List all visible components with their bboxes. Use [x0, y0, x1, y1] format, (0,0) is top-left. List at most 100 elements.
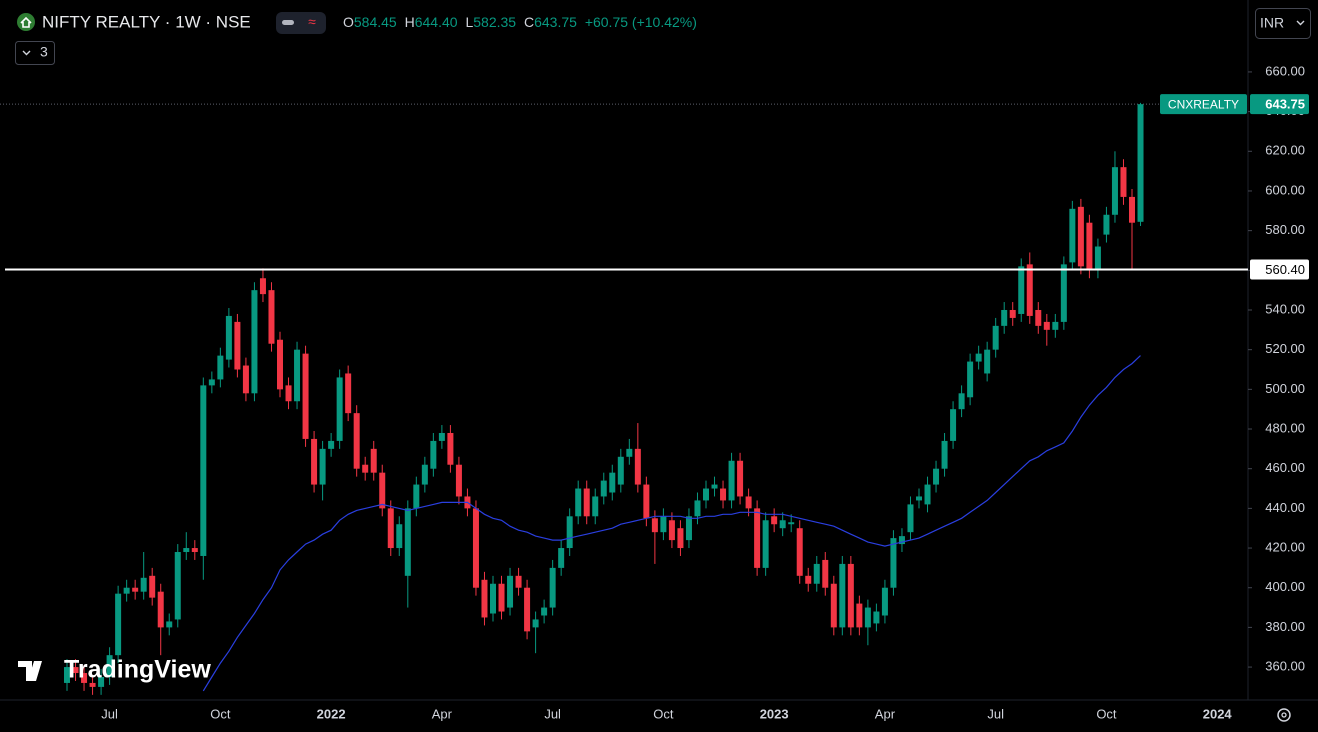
candle-body — [703, 488, 709, 501]
ohlc-value: 584.45 — [354, 14, 397, 30]
candle-body — [1120, 167, 1127, 197]
candle-body — [89, 682, 96, 687]
candle-body — [558, 548, 565, 568]
x-tick-label: 2024 — [1203, 706, 1233, 721]
currency-button[interactable] — [1255, 8, 1311, 39]
candle-body — [992, 325, 999, 350]
candle-body — [933, 468, 940, 485]
home-glyph — [20, 16, 32, 28]
y-tick-label: 440.00 — [1265, 500, 1305, 515]
candle-body — [617, 456, 624, 485]
candle-body — [762, 520, 769, 568]
y-tick-label: 380.00 — [1265, 619, 1305, 634]
candle-body — [609, 472, 616, 493]
price-tag-label: 560.40 — [1265, 262, 1305, 277]
candle-body — [268, 290, 275, 344]
candle-body — [166, 621, 173, 628]
candle-body — [455, 464, 462, 497]
y-tick-label: 580.00 — [1265, 222, 1305, 237]
ohlc-label: O — [343, 14, 354, 30]
logo-mark — [18, 661, 42, 681]
settings-hub — [1281, 712, 1287, 718]
candle-body — [1026, 264, 1033, 316]
price-tag — [1250, 259, 1309, 280]
ohlc-label: L — [465, 14, 473, 30]
y-tick-label: 620.00 — [1265, 143, 1305, 158]
candle-body — [404, 508, 411, 576]
toggle-wave: ≈ — [308, 14, 316, 30]
candle-body — [864, 607, 871, 628]
x-tick-label: Oct — [1096, 706, 1117, 721]
candle-body — [566, 516, 573, 549]
candle-body — [1043, 321, 1050, 330]
candle-body — [950, 409, 957, 441]
candle-body — [311, 438, 318, 485]
candle-body — [234, 321, 241, 370]
chevron — [22, 50, 31, 56]
candle-body — [532, 619, 539, 628]
candle-body — [1086, 222, 1093, 271]
candle-body — [132, 587, 139, 592]
candle-body — [575, 488, 582, 517]
candle-body — [524, 587, 531, 632]
candle-body — [805, 575, 812, 584]
candle-body — [123, 587, 130, 594]
symbol-tag — [1160, 94, 1247, 115]
candle-body — [294, 349, 301, 402]
y-tick-label: 520.00 — [1265, 341, 1305, 356]
candle-body — [737, 460, 744, 497]
candle-body — [515, 575, 522, 588]
candle-body — [353, 413, 360, 469]
candle-body — [728, 460, 735, 501]
candle-body — [754, 508, 761, 568]
candle-body — [813, 563, 820, 584]
candle-body — [106, 655, 113, 677]
moving-average — [202, 355, 1141, 692]
candle-body — [379, 472, 386, 509]
candle-body — [634, 448, 641, 485]
candle-body — [890, 538, 897, 588]
candle-body — [72, 667, 79, 674]
candle-body — [1069, 208, 1076, 263]
toggle-dash — [282, 20, 294, 25]
y-tick-label: 420.00 — [1265, 539, 1305, 554]
candle-body — [779, 520, 786, 529]
candle-body — [302, 353, 309, 439]
candle-body — [191, 548, 198, 553]
toggle[interactable] — [276, 12, 326, 34]
settings-icon[interactable] — [1277, 708, 1291, 722]
x-tick-label: Apr — [875, 706, 896, 721]
candle-body — [225, 315, 232, 360]
candle-body — [541, 607, 548, 616]
ohlc-value: 643.75 — [534, 14, 577, 30]
candle-body — [830, 583, 837, 628]
candle-body — [711, 484, 718, 489]
candle-body — [498, 583, 505, 612]
candle-body — [822, 559, 829, 588]
candle-body — [788, 522, 795, 525]
ohlc-value: 644.40 — [415, 14, 458, 30]
candle-body — [1111, 167, 1118, 215]
candle-body — [916, 496, 922, 501]
candle-body — [447, 432, 454, 465]
candle-body — [1129, 196, 1135, 223]
candle-body — [370, 448, 377, 473]
y-tick-label: 660.00 — [1265, 63, 1305, 78]
candle-body — [668, 520, 675, 541]
last-price-label: 643.75 — [1265, 97, 1305, 112]
candle-body — [336, 377, 343, 441]
y-tick-label: 600.00 — [1265, 182, 1305, 197]
candle-body — [924, 484, 931, 505]
candle-body — [839, 563, 846, 628]
indicator-toggle[interactable] — [15, 41, 55, 65]
candle-body — [677, 528, 684, 549]
candle-body — [472, 508, 479, 588]
candle-body — [430, 440, 437, 469]
ohlc-value: 582.35 — [473, 14, 516, 30]
last-price-tag — [1250, 94, 1309, 115]
candle-body — [856, 603, 863, 628]
candle-body — [277, 339, 283, 390]
x-tick-label: Oct — [210, 706, 231, 721]
